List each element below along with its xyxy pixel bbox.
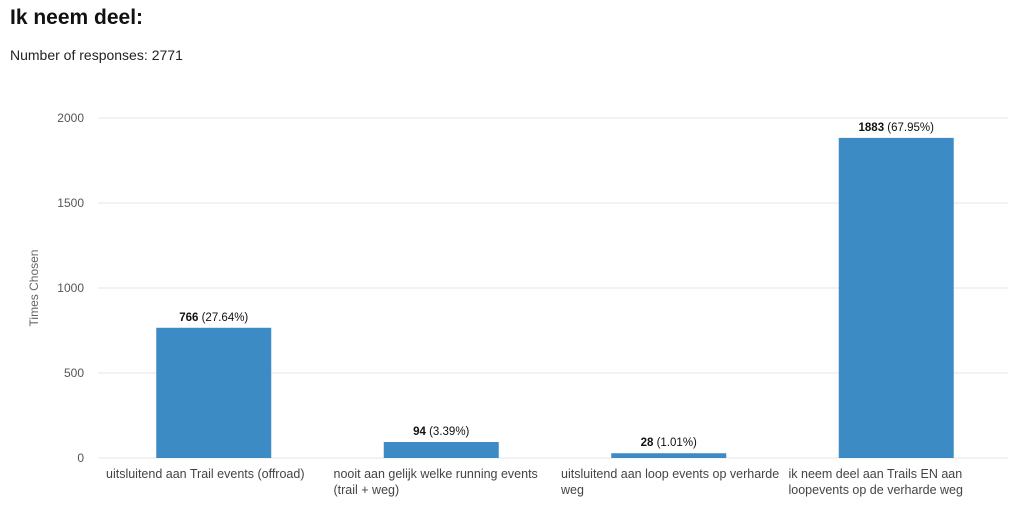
responses-label: Number of responses:	[10, 47, 148, 63]
bar	[611, 453, 727, 458]
x-category-label: weg	[560, 483, 584, 497]
y-tick-label: 1000	[57, 281, 84, 295]
x-category-label: uitsluitend aan Trail events (offroad)	[106, 467, 305, 481]
page-title: Ik neem deel:	[10, 6, 144, 29]
data-label: 766 (27.64%)	[179, 312, 248, 324]
bar	[383, 442, 499, 458]
y-tick-label: 1500	[57, 196, 84, 210]
x-category-label: loopevents op de verharde weg	[789, 483, 963, 497]
data-label: 1883 (67.95%)	[859, 122, 935, 134]
data-label: 28 (1.01%)	[641, 437, 697, 449]
bar	[838, 137, 954, 458]
response-count: Number of responses: 2771	[10, 47, 183, 63]
x-category-label: nooit aan gelijk welke running events	[334, 467, 538, 481]
x-category-label: (trail + weg)	[334, 483, 400, 497]
y-tick-label: 2000	[57, 111, 84, 125]
y-tick-label: 0	[77, 451, 84, 465]
x-category-label: ik neem deel aan Trails EN aan	[789, 467, 963, 481]
data-label: 94 (3.39%)	[413, 426, 469, 438]
bar	[156, 327, 272, 458]
y-axis-label: Times Chosen	[27, 250, 41, 327]
responses-value: 2771	[151, 47, 183, 63]
y-tick-label: 500	[64, 366, 84, 380]
x-category-label: uitsluitend aan loop events op verharde	[561, 467, 779, 481]
